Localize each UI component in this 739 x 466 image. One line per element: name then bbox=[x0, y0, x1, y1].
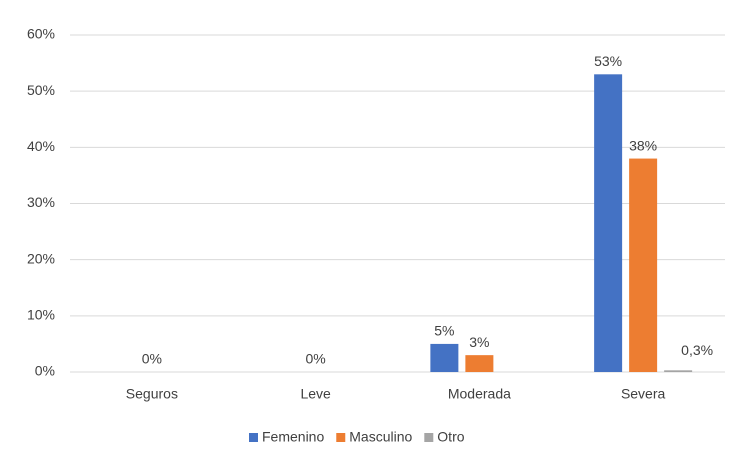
x-tick-label: Severa bbox=[621, 386, 666, 402]
bar bbox=[629, 158, 658, 372]
bar bbox=[664, 370, 693, 372]
data-label: 0% bbox=[142, 351, 162, 367]
y-tick-label: 0% bbox=[35, 363, 55, 379]
legend-label: Masculino bbox=[349, 429, 412, 445]
bar bbox=[594, 74, 623, 373]
data-label: 3% bbox=[469, 334, 489, 350]
data-label: 53% bbox=[594, 53, 622, 69]
bar bbox=[465, 355, 494, 372]
y-tick-label: 40% bbox=[27, 138, 55, 154]
data-label: 0% bbox=[306, 351, 326, 367]
legend-swatch bbox=[424, 433, 434, 442]
y-tick-label: 30% bbox=[27, 194, 55, 210]
y-tick-label: 60% bbox=[27, 26, 55, 42]
legend-label: Femenino bbox=[262, 429, 324, 445]
y-tick-label: 20% bbox=[27, 250, 55, 266]
legend-swatch bbox=[336, 433, 346, 442]
data-label: 38% bbox=[629, 137, 657, 153]
data-label: 5% bbox=[434, 323, 454, 339]
x-tick-label: Seguros bbox=[126, 386, 178, 402]
legend-swatch bbox=[249, 433, 258, 442]
x-tick-label: Moderada bbox=[448, 386, 511, 402]
y-tick-label: 10% bbox=[27, 307, 55, 323]
y-tick-label: 50% bbox=[27, 82, 55, 98]
x-tick-label: Leve bbox=[300, 386, 331, 402]
legend-label: Otro bbox=[437, 429, 464, 445]
data-label: 0,3% bbox=[681, 342, 713, 358]
bar bbox=[430, 343, 459, 372]
